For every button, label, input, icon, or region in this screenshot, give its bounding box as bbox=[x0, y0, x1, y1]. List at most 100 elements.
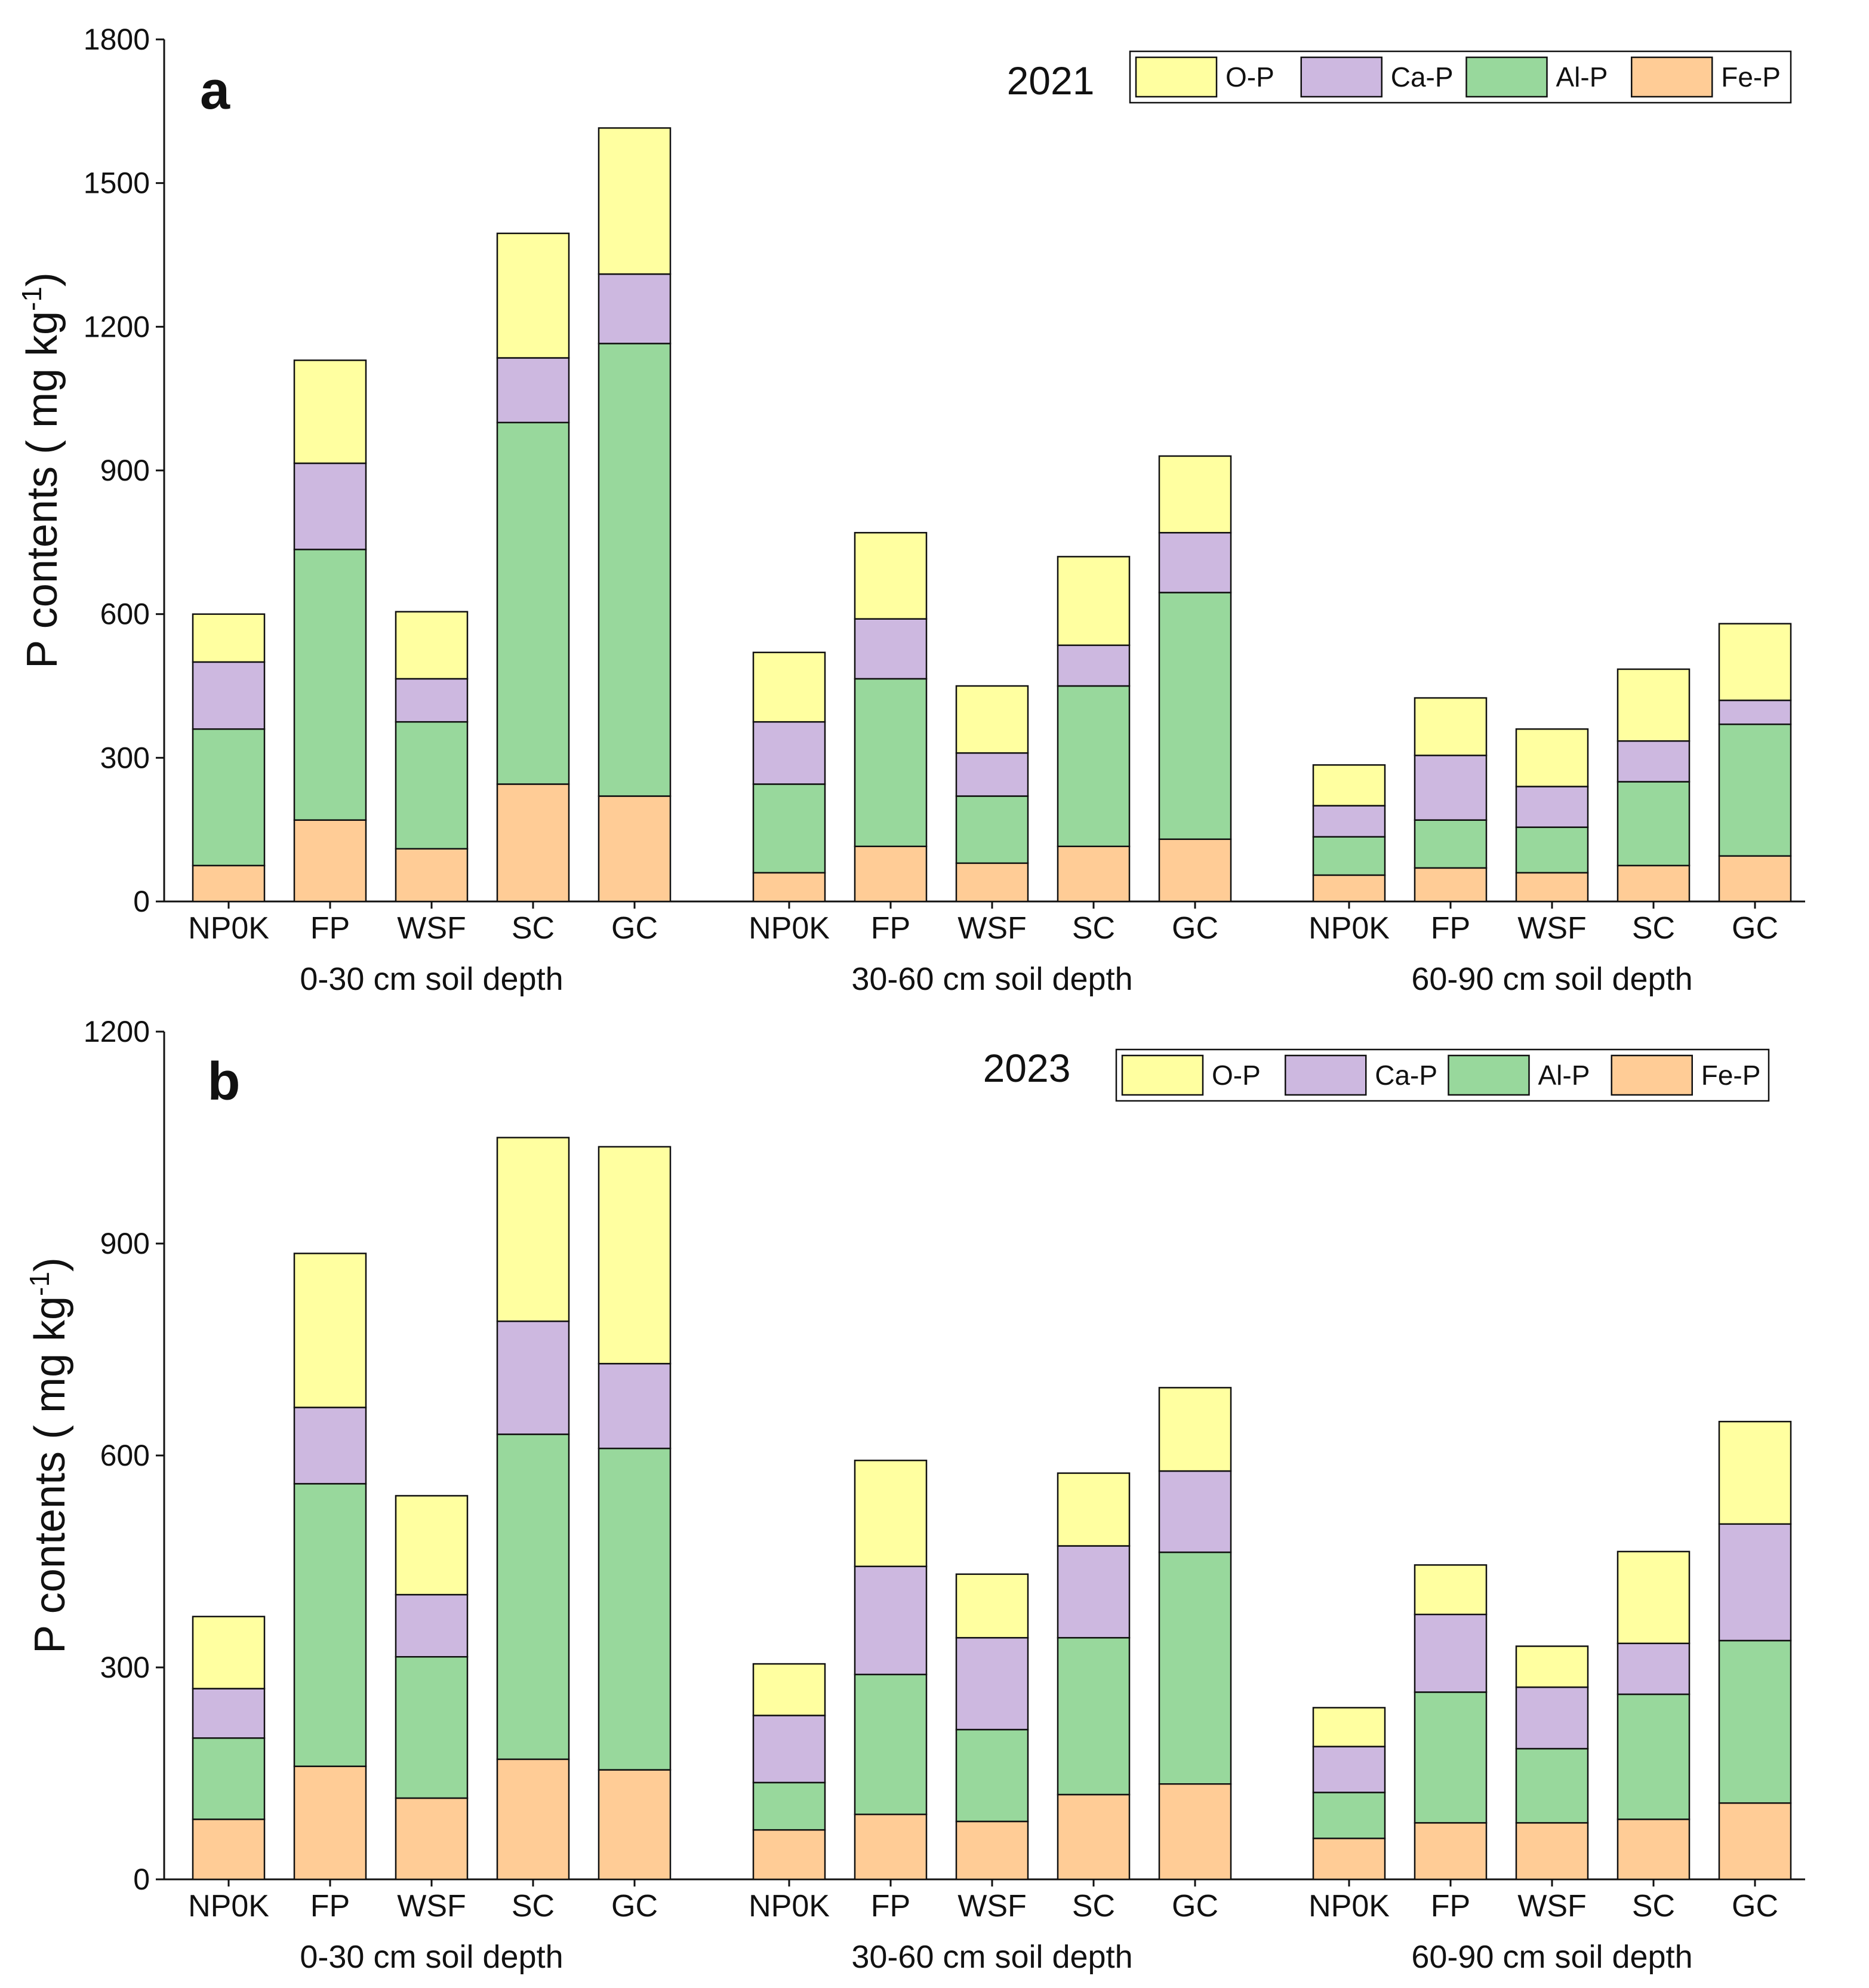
bar-segment-o-p bbox=[1515, 1645, 1589, 1688]
year-label: 2023 bbox=[983, 1046, 1071, 1090]
panel-a-chart: 0 300 600 900 1200 1500 1800 NP0K FP WSF SC GC 0-30 … bbox=[16, 23, 1805, 997]
bar-segment-ca-p bbox=[1616, 740, 1691, 783]
bar-segment-o-p bbox=[752, 651, 826, 723]
bar-segment-fe-p bbox=[496, 1758, 570, 1881]
category-label: GC bbox=[1172, 1889, 1218, 1924]
category-label: SC bbox=[1632, 1889, 1675, 1924]
bar-segment-o-p bbox=[1616, 668, 1691, 742]
bar-segment-o-p bbox=[1158, 455, 1232, 534]
category-label: SC bbox=[512, 1889, 555, 1924]
bar-segment-o-p bbox=[854, 1460, 928, 1568]
bar-segment-ca-p bbox=[192, 661, 266, 730]
bar-segment-fe-p bbox=[192, 864, 266, 903]
legend-label: Al-P bbox=[1538, 1060, 1590, 1091]
panel-b-chart: 0 300 600 900 1200 NP0K FP WSF SC GC 0-30 cm soil … bbox=[24, 1015, 1805, 1975]
category-label: NP0K bbox=[1308, 1889, 1390, 1924]
bar-segment-al-p bbox=[293, 549, 367, 821]
bar-segment-al-p bbox=[1057, 1637, 1131, 1796]
category-label: WSF bbox=[1517, 1889, 1587, 1924]
legend-label: Ca-P bbox=[1391, 61, 1454, 93]
legend-label: Al-P bbox=[1556, 61, 1608, 93]
bar-segment-fe-p bbox=[1616, 1818, 1691, 1881]
bar-segment-fe-p bbox=[1158, 1783, 1232, 1881]
category-label: GC bbox=[611, 1889, 658, 1924]
bar-segment-fe-p bbox=[1515, 1822, 1589, 1881]
group-label: 60-90 cm soil depth bbox=[1411, 961, 1692, 997]
bar-segment-o-p bbox=[192, 1615, 266, 1690]
bar-segment-ca-p bbox=[496, 357, 570, 424]
legend-swatch-ca-p bbox=[1300, 56, 1382, 98]
bar-segment-al-p bbox=[854, 1673, 928, 1815]
bar-segment-al-p bbox=[496, 1433, 570, 1761]
legend-label: O-P bbox=[1212, 1060, 1261, 1091]
bar-segment-ca-p bbox=[293, 462, 367, 550]
category-label: NP0K bbox=[749, 1889, 830, 1924]
category-label: NP0K bbox=[1308, 911, 1390, 946]
bar-segment-ca-p bbox=[752, 1715, 826, 1784]
bar-segment-fe-p bbox=[854, 845, 928, 903]
bar-segment-ca-p bbox=[496, 1320, 570, 1435]
category-label: GC bbox=[1172, 911, 1218, 946]
category-label: FP bbox=[310, 911, 350, 946]
bar-segment-fe-p bbox=[1718, 1802, 1792, 1881]
legend-swatch-al-p bbox=[1448, 1054, 1530, 1096]
y-tick-label: 600 bbox=[100, 1439, 150, 1472]
bar-segment-al-p bbox=[598, 343, 672, 797]
y-tick-label: 300 bbox=[100, 1651, 150, 1684]
bar-segment-ca-p bbox=[395, 678, 469, 723]
legend-swatch-o-p bbox=[1121, 1054, 1204, 1096]
bar-segment-fe-p bbox=[496, 783, 570, 903]
category-label: NP0K bbox=[188, 1889, 269, 1924]
bar-segment-ca-p bbox=[1057, 1545, 1131, 1639]
category-label: NP0K bbox=[188, 911, 269, 946]
bar-segment-fe-p bbox=[955, 1820, 1029, 1881]
bar-segment-al-p bbox=[1158, 592, 1232, 840]
bar-segment-o-p bbox=[395, 611, 469, 680]
bar-segment-o-p bbox=[1414, 697, 1488, 756]
bar-segment-fe-p bbox=[1312, 874, 1386, 903]
bar-segment-o-p bbox=[1057, 556, 1131, 647]
bar-segment-o-p bbox=[598, 127, 672, 275]
bar-segment-fe-p bbox=[598, 1769, 672, 1881]
bar-segment-fe-p bbox=[395, 1797, 469, 1881]
category-label: SC bbox=[1632, 911, 1675, 946]
bar-segment-o-p bbox=[1414, 1564, 1488, 1615]
bar-segment-o-p bbox=[955, 685, 1029, 754]
bar-segment-o-p bbox=[1158, 1387, 1232, 1472]
y-tick-label: 1200 bbox=[84, 1015, 150, 1048]
category-label: SC bbox=[1072, 911, 1115, 946]
bar-segment-ca-p bbox=[1312, 1746, 1386, 1793]
bar-segment-fe-p bbox=[395, 848, 469, 903]
category-label: FP bbox=[871, 1889, 910, 1924]
y-tick-label: 600 bbox=[100, 598, 150, 631]
bar-segment-al-p bbox=[1158, 1551, 1232, 1785]
group-label: 60-90 cm soil depth bbox=[1411, 1939, 1692, 1975]
y-axis-label-main: P contents ( mg kg bbox=[26, 1296, 74, 1654]
bar-segment-fe-p bbox=[1414, 867, 1488, 903]
category-label: FP bbox=[1431, 911, 1470, 946]
group-label: 0-30 cm soil depth bbox=[300, 1939, 563, 1975]
bar-segment-ca-p bbox=[395, 1593, 469, 1658]
bar-segment-ca-p bbox=[1057, 644, 1131, 687]
category-label: GC bbox=[1732, 911, 1778, 946]
legend-swatch-fe-p bbox=[1631, 56, 1713, 98]
bar-segment-ca-p bbox=[752, 721, 826, 785]
legend-swatch-fe-p bbox=[1611, 1054, 1693, 1096]
bar-segment-o-p bbox=[1718, 1420, 1792, 1525]
bar-segment-ca-p bbox=[293, 1407, 367, 1485]
legend-swatch-al-p bbox=[1465, 56, 1548, 98]
bar-segment-al-p bbox=[1312, 836, 1386, 876]
bar-segment-fe-p bbox=[293, 1765, 367, 1881]
category-label: NP0K bbox=[749, 911, 830, 946]
bar-segment-ca-p bbox=[1718, 699, 1792, 725]
bar-segment-ca-p bbox=[598, 273, 672, 344]
bar-segment-ca-p bbox=[1312, 805, 1386, 838]
bar-segment-ca-p bbox=[1158, 532, 1232, 593]
bar-segment-ca-p bbox=[854, 618, 928, 680]
panel-letter: b bbox=[208, 1052, 241, 1112]
bar-segment-al-p bbox=[1718, 1639, 1792, 1804]
y-tick-label: 1200 bbox=[84, 310, 150, 343]
bar-segment-al-p bbox=[1515, 826, 1589, 874]
y-axis-label: P contents ( mg kg-1) bbox=[16, 272, 66, 669]
